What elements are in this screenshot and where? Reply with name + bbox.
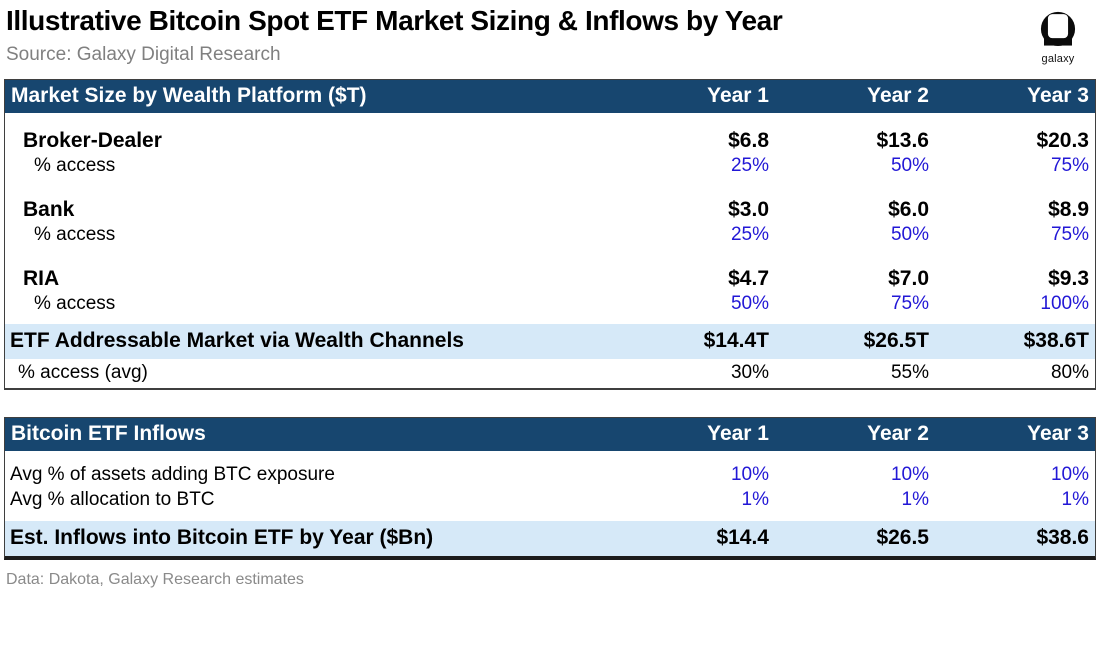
row-spacer [5, 246, 1095, 265]
row-spacer [5, 315, 1095, 324]
cell-value: $3.0 [728, 198, 769, 222]
market-col-year3: Year 3 [1027, 84, 1089, 108]
cell-value: $4.7 [728, 267, 769, 291]
report-figure: galaxy Illustrative Bitcoin Spot ETF Mar… [0, 5, 1100, 589]
inflows-table-header-row: Bitcoin ETF Inflows Year 1 Year 2 Year 3 [5, 418, 1095, 452]
table-row-bank-access: % access 25% 50% 75% [5, 222, 1095, 246]
inflows-col-year3: Year 3 [1027, 422, 1089, 446]
cell-value: 25% [730, 155, 769, 177]
galaxy-logo: galaxy [1030, 11, 1086, 65]
cell-value: 10% [890, 464, 929, 486]
cell-value: 50% [890, 224, 929, 246]
etf-inflows-table: Bitcoin ETF Inflows Year 1 Year 2 Year 3… [4, 417, 1096, 561]
table-row-broker-access: % access 25% 50% 75% [5, 153, 1095, 177]
row-label: % access [34, 293, 116, 315]
cell-value: $7.0 [888, 267, 929, 291]
cell-value: $8.9 [1048, 198, 1089, 222]
table-row-est-inflows-total: Est. Inflows into Bitcoin ETF by Year ($… [5, 521, 1095, 557]
cell-value: 75% [890, 293, 929, 315]
row-label: RIA [23, 267, 60, 291]
market-table-header-row: Market Size by Wealth Platform ($T) Year… [5, 80, 1095, 114]
row-label: Avg % of assets adding BTC exposure [10, 464, 335, 486]
inflows-col-year2: Year 2 [867, 422, 929, 446]
row-spacer [5, 512, 1095, 521]
market-size-table: Market Size by Wealth Platform ($T) Year… [4, 79, 1096, 391]
cell-value: $38.6 [1036, 526, 1089, 550]
market-table-title: Market Size by Wealth Platform ($T) [11, 84, 367, 108]
table-row-btc-exposure: Avg % of assets adding BTC exposure 10% … [5, 451, 1095, 487]
row-label: Broker-Dealer [23, 129, 162, 153]
row-label: ETF Addressable Market via Wealth Channe… [10, 329, 464, 353]
row-label: Est. Inflows into Bitcoin ETF by Year ($… [10, 526, 434, 550]
inflows-col-year1: Year 1 [707, 422, 769, 446]
galaxy-logo-label: galaxy [1041, 53, 1075, 65]
cell-value: 50% [890, 155, 929, 177]
galaxy-logo-icon [1040, 11, 1076, 46]
cell-value: 25% [730, 224, 769, 246]
cell-value: $13.6 [876, 129, 929, 153]
table-row-btc-allocation: Avg % allocation to BTC 1% 1% 1% [5, 487, 1095, 512]
table-row-ria-access: % access 50% 75% 100% [5, 291, 1095, 315]
cell-value: $20.3 [1036, 129, 1089, 153]
row-spacer [5, 113, 1095, 127]
cell-value: 80% [1050, 362, 1089, 384]
cell-value: $14.4 [716, 526, 769, 550]
page-title: Illustrative Bitcoin Spot ETF Market Siz… [6, 5, 783, 36]
cell-value: 75% [1050, 155, 1089, 177]
row-label: % access (avg) [18, 362, 148, 384]
cell-value: 100% [1040, 293, 1089, 315]
cell-value: $6.0 [888, 198, 929, 222]
table-row-bank: Bank $3.0 $6.0 $8.9 [5, 196, 1095, 222]
row-label: Avg % allocation to BTC [10, 489, 215, 511]
source-line: Source: Galaxy Digital Research [6, 44, 281, 66]
cell-value: $6.8 [728, 129, 769, 153]
data-footnote: Data: Dakota, Galaxy Research estimates [6, 571, 304, 589]
market-col-year2: Year 2 [867, 84, 929, 108]
cell-value: 1% [1061, 489, 1089, 511]
market-col-year1: Year 1 [707, 84, 769, 108]
cell-value: $26.5 [876, 526, 929, 550]
cell-value: 1% [741, 489, 769, 511]
row-spacer [5, 177, 1095, 196]
row-label: % access [34, 155, 116, 177]
cell-value: $38.6T [1023, 329, 1089, 353]
cell-value: 75% [1050, 224, 1089, 246]
table-row-addressable-total: ETF Addressable Market via Wealth Channe… [5, 324, 1095, 360]
cell-value: $9.3 [1048, 267, 1089, 291]
cell-value: $14.4T [703, 329, 769, 353]
cell-value: 50% [730, 293, 769, 315]
cell-value: 10% [730, 464, 769, 486]
cell-value: 30% [730, 362, 769, 384]
cell-value: $26.5T [863, 329, 929, 353]
table-row-access-avg: % access (avg) 30% 55% 80% [5, 359, 1095, 388]
row-label: Bank [23, 198, 75, 222]
cell-value: 55% [890, 362, 929, 384]
table-row-broker-dealer: Broker-Dealer $6.8 $13.6 $20.3 [5, 127, 1095, 153]
cell-value: 1% [901, 489, 929, 511]
cell-value: 10% [1050, 464, 1089, 486]
inflows-table-title: Bitcoin ETF Inflows [11, 422, 206, 446]
table-row-ria: RIA $4.7 $7.0 $9.3 [5, 265, 1095, 291]
row-label: % access [34, 224, 116, 246]
